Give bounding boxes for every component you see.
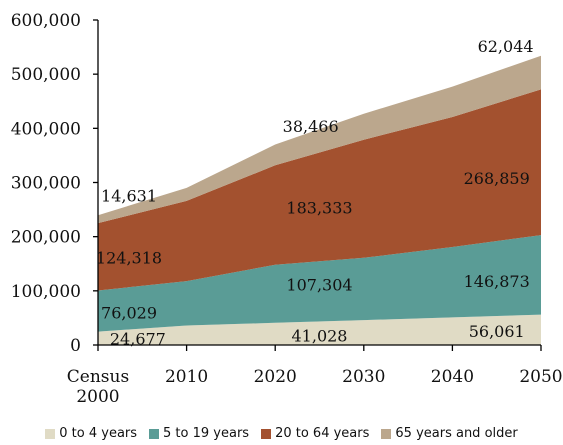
area-series-0	[98, 314, 541, 345]
x-tick-label: Census 2000	[67, 367, 129, 407]
data-label: 268,859	[464, 169, 530, 188]
data-label: 124,318	[96, 248, 162, 267]
area-series-1	[98, 235, 541, 332]
data-label: 41,028	[292, 326, 348, 345]
y-tick-label: 600,000	[11, 11, 81, 31]
data-label: 107,304	[286, 275, 352, 294]
y-tick-label: 100,000	[11, 282, 81, 302]
x-tick-label: 2010	[165, 367, 208, 387]
area-series-3	[98, 55, 541, 224]
stacked-area-chart: 0 100,000 200,000 300,000 400,000 500,000 600,…	[11, 11, 563, 407]
legend-swatch	[149, 428, 160, 439]
area-series-2	[98, 89, 541, 291]
legend-label: 65 years and older	[395, 426, 518, 441]
data-label: 56,061	[469, 322, 525, 341]
data-label: 14,631	[101, 187, 157, 206]
x-ticks: Census 2000 2010 2020 2030 2040 2050	[67, 345, 563, 407]
legend-label: 0 to 4 years	[59, 426, 138, 441]
y-tick-label: 500,000	[11, 65, 81, 85]
data-label: 62,044	[478, 37, 534, 56]
data-label: 76,029	[101, 304, 157, 323]
y-tick-label: 300,000	[11, 174, 81, 194]
data-label: 183,333	[286, 198, 352, 217]
legend-item: 20 to 64 years	[261, 426, 369, 441]
data-label: 24,677	[110, 330, 166, 349]
x-tick-label: 2050	[519, 367, 562, 387]
legend: 0 to 4 years 5 to 19 years 20 to 64 years 6…	[0, 426, 563, 441]
data-labels: 24,677 41,028 56,061 76,029 107,304 146,873 12…	[96, 37, 534, 349]
y-tick-label: 0	[70, 336, 81, 356]
data-label: 146,873	[464, 272, 530, 291]
legend-swatch	[261, 428, 272, 439]
legend-label: 5 to 19 years	[163, 426, 250, 441]
y-tick-label: 200,000	[11, 228, 81, 248]
area-layer	[98, 55, 541, 345]
x-tick-label: 2020	[254, 367, 297, 387]
y-ticks: 0 100,000 200,000 300,000 400,000 500,000 600,…	[11, 11, 98, 356]
legend-swatch	[381, 428, 392, 439]
legend-item: 0 to 4 years	[45, 426, 137, 441]
x-tick-label: 2040	[431, 367, 474, 387]
legend-swatch	[45, 428, 56, 439]
data-label: 38,466	[283, 117, 339, 136]
legend-label: 20 to 64 years	[275, 426, 370, 441]
y-tick-label: 400,000	[11, 119, 81, 139]
legend-item: 5 to 19 years	[149, 426, 249, 441]
legend-item: 65 years and older	[381, 426, 518, 441]
x-tick-label: 2030	[342, 367, 385, 387]
